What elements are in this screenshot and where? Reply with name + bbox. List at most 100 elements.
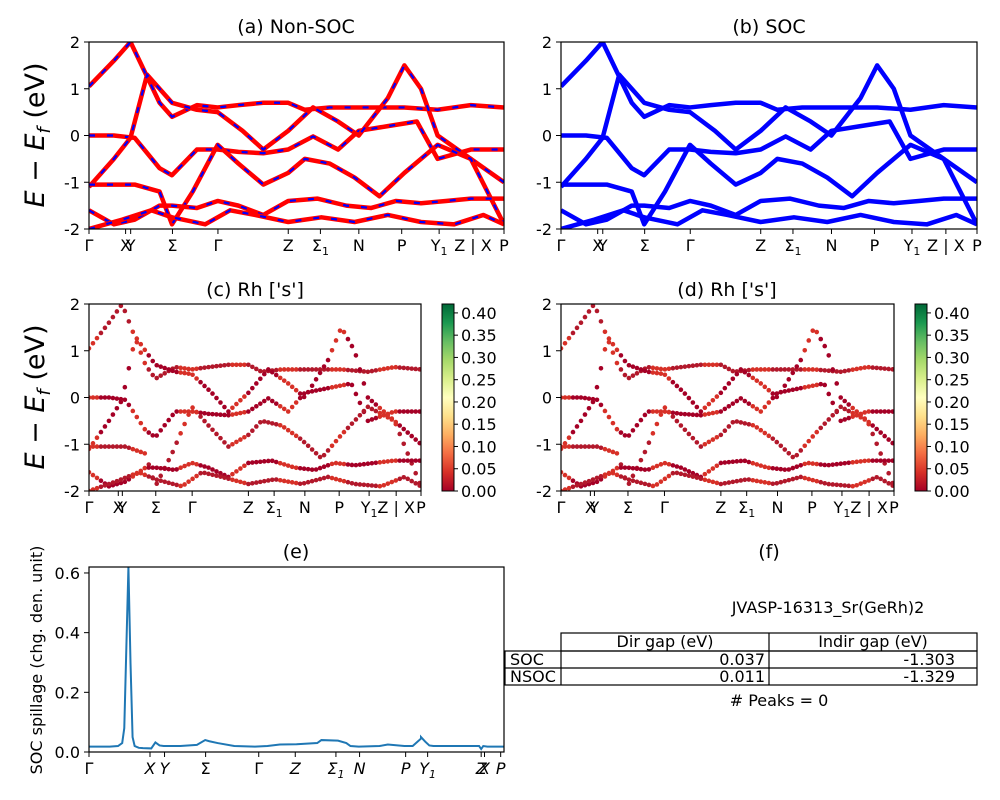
band-point <box>150 475 156 481</box>
band-point <box>381 459 387 465</box>
band-point <box>210 427 215 433</box>
band-point <box>814 478 820 484</box>
band-point <box>357 367 363 372</box>
band-point <box>313 467 319 472</box>
band-point <box>862 458 867 464</box>
band-point <box>762 404 768 410</box>
band-point <box>305 367 311 372</box>
band-point <box>866 478 871 483</box>
band-point <box>818 425 824 431</box>
band-point <box>694 404 700 410</box>
band-point <box>886 481 891 486</box>
band-point <box>313 388 319 393</box>
band-point <box>778 443 784 449</box>
colorbar-tick-label: 0.40 <box>934 304 970 323</box>
band-point <box>293 465 299 471</box>
band-point <box>413 458 418 463</box>
band-point <box>134 336 140 341</box>
band-point <box>122 475 128 481</box>
band-point <box>102 325 108 331</box>
band-point <box>678 423 684 428</box>
band-point <box>834 381 840 386</box>
band-line-dashed <box>89 143 504 227</box>
band-point <box>594 479 600 485</box>
band-point <box>218 474 223 479</box>
band-point <box>870 431 875 437</box>
panel-e-title: (e) <box>283 541 310 563</box>
band-point <box>798 367 804 372</box>
band-point <box>170 481 175 487</box>
band-point <box>806 338 812 343</box>
colorbar-tick-label: 0.30 <box>461 348 497 367</box>
band-point <box>830 412 836 418</box>
band-point <box>622 475 628 481</box>
band-line <box>561 196 977 227</box>
band-line-dashed <box>89 42 504 119</box>
x-tick-label: Y <box>116 498 127 517</box>
band-point <box>626 477 632 482</box>
band-point <box>674 411 680 416</box>
y-tick-label: 0.4 <box>55 624 80 643</box>
band-point <box>218 435 223 441</box>
band-line <box>561 208 977 229</box>
band-point <box>842 406 848 412</box>
colorbar-tick-label: 0.20 <box>934 393 970 412</box>
band-point <box>118 480 124 486</box>
band-point <box>381 366 387 372</box>
band-point <box>122 444 128 449</box>
band-point <box>122 308 128 314</box>
y-tick-label: 0.6 <box>55 564 80 583</box>
band-point <box>162 422 167 428</box>
band-point <box>578 418 584 424</box>
band-point <box>365 395 371 400</box>
band-point <box>349 421 355 426</box>
band-point <box>178 365 183 371</box>
band-point <box>162 371 167 376</box>
band-point <box>353 368 359 374</box>
colorbar-tick-label: 0.25 <box>461 371 497 390</box>
band-point <box>341 478 347 484</box>
x-tick-label: P <box>972 236 982 255</box>
band-point <box>862 417 867 422</box>
band-point <box>738 420 744 425</box>
band-point <box>666 409 672 415</box>
band-point <box>674 464 680 469</box>
band-point <box>417 440 421 446</box>
band-point <box>385 415 391 420</box>
band-point <box>670 365 676 371</box>
band-point <box>734 478 740 484</box>
x-tick-label: Z | X <box>927 236 965 255</box>
band-point <box>142 360 148 366</box>
y-tick-label: 0 <box>542 127 552 146</box>
band-point <box>106 395 112 400</box>
band-point <box>706 411 712 417</box>
x-tick-label: Γ <box>557 236 566 255</box>
band-point <box>882 433 887 439</box>
band-point <box>770 395 776 401</box>
band-point <box>265 396 271 401</box>
band-point <box>397 365 403 370</box>
band-point <box>341 429 347 435</box>
band-point <box>254 480 259 485</box>
band-point <box>361 369 367 374</box>
band-point <box>297 395 303 401</box>
band-point <box>289 464 295 470</box>
band-point <box>838 404 844 410</box>
band-point <box>642 449 648 455</box>
x-tick-label: X <box>113 498 124 517</box>
band-point <box>690 400 696 405</box>
band-point <box>738 478 744 483</box>
band-line <box>561 42 977 120</box>
band-point <box>638 480 644 486</box>
band-point <box>94 444 100 449</box>
band-point <box>154 465 160 471</box>
x-tick-label: Z | X <box>454 236 492 255</box>
band-point <box>858 365 863 371</box>
band-point <box>650 365 656 371</box>
y-tick-label: 1 <box>542 342 552 361</box>
band-point <box>301 480 307 486</box>
band-point <box>678 471 684 477</box>
band-point <box>826 391 832 397</box>
band-point <box>90 444 96 449</box>
band-point <box>381 409 387 414</box>
